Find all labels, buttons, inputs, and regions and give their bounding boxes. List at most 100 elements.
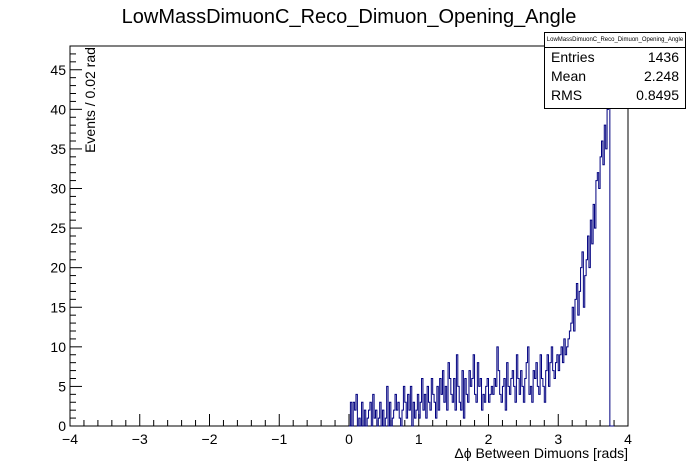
y-tick-label: 30 <box>50 181 66 197</box>
histogram-bin <box>590 220 591 426</box>
histogram-bin <box>583 307 584 426</box>
histogram-bin <box>480 379 481 427</box>
histogram-bin <box>433 394 434 426</box>
histogram-bin <box>519 394 520 426</box>
histogram-bin <box>588 236 589 426</box>
histogram-bin <box>429 402 430 426</box>
histogram-bin <box>554 379 555 427</box>
histogram-bin <box>561 347 562 426</box>
histogram-bin <box>477 363 478 426</box>
y-tick-label: 0 <box>58 418 66 434</box>
x-tick-label: 2 <box>485 431 493 447</box>
stats-row-mean: Mean 2.248 <box>545 67 685 86</box>
histogram-bin <box>380 402 381 426</box>
x-tick-label: 1 <box>415 431 423 447</box>
y-tick-label: 15 <box>50 299 66 315</box>
stats-value: 2.248 <box>643 68 679 84</box>
histogram-bin <box>576 284 577 427</box>
histogram-bin <box>586 260 587 426</box>
histogram-bin <box>539 394 540 426</box>
histogram-bin <box>497 347 498 426</box>
histogram-bin <box>350 402 351 426</box>
histogram-bin <box>578 315 579 426</box>
histogram-bin <box>557 355 558 426</box>
histogram-bin <box>420 402 421 426</box>
histogram-bin <box>572 307 573 426</box>
chart-title: LowMassDimuonC_Reco_Dimuon_Opening_Angle <box>121 6 577 28</box>
histogram-bin <box>569 331 570 426</box>
histogram-bin <box>452 402 453 426</box>
histogram-bin <box>571 323 572 426</box>
histogram-bin <box>548 386 549 426</box>
histogram-bin <box>455 410 456 426</box>
y-tick-label: 20 <box>50 260 66 276</box>
histogram-bin <box>553 371 554 426</box>
histogram-bin <box>544 402 545 426</box>
histogram-bin <box>589 268 590 426</box>
stats-label: Entries <box>551 49 595 65</box>
histogram-bin <box>509 394 510 426</box>
histogram-bin <box>536 363 537 426</box>
histogram-bin <box>596 181 597 426</box>
histogram-bin <box>565 355 566 426</box>
histogram-bin <box>574 331 575 426</box>
histogram-bin <box>424 394 425 426</box>
histogram-bin <box>394 410 395 426</box>
histogram-bin <box>416 410 417 426</box>
histogram-bin <box>515 402 516 426</box>
histogram-bin <box>430 410 431 426</box>
histogram-bin <box>495 386 496 426</box>
y-tick-label: 35 <box>50 141 66 157</box>
histogram-bin <box>444 402 445 426</box>
histogram-bin <box>382 410 383 426</box>
histogram-bin <box>364 410 365 426</box>
histogram-bin <box>395 394 396 426</box>
histogram-bin <box>374 418 375 426</box>
y-tick-label: 45 <box>50 62 66 78</box>
x-tick-label: 0 <box>345 431 353 447</box>
histogram-bin <box>419 418 420 426</box>
histogram-bin <box>582 252 583 426</box>
histogram-bin <box>435 418 436 426</box>
histogram-bin <box>470 386 471 426</box>
histogram-bin <box>376 410 377 426</box>
histogram-bin <box>512 371 513 426</box>
histogram-bin <box>592 244 593 426</box>
histogram-bin <box>465 379 466 427</box>
histogram-bin <box>593 204 594 426</box>
histogram-bin <box>532 402 533 426</box>
histogram-bin <box>405 402 406 426</box>
histogram-bin <box>468 402 469 426</box>
histogram-bin <box>547 355 548 426</box>
histogram-bin <box>409 410 410 426</box>
histogram-bin <box>406 418 407 426</box>
histogram-bin <box>502 386 503 426</box>
histogram-bin <box>373 394 374 426</box>
histogram-bin <box>398 402 399 426</box>
histogram-bin <box>581 268 582 426</box>
histogram-bin <box>567 347 568 426</box>
histogram-bin <box>599 189 600 427</box>
y-tick-label: 40 <box>50 101 66 117</box>
x-tick-label: 4 <box>624 431 632 447</box>
y-axis-label: Events / 0.02 rad <box>81 47 98 153</box>
histogram-bin <box>355 410 356 426</box>
histogram-bin <box>529 394 530 426</box>
histogram-bin <box>494 379 495 427</box>
histogram-bin <box>564 339 565 426</box>
stats-label: RMS <box>551 87 583 103</box>
histogram-bin <box>426 418 427 426</box>
histogram-bin <box>461 410 462 426</box>
histogram-bin <box>417 394 418 426</box>
y-tick-label: 25 <box>50 220 66 236</box>
histogram-bin <box>550 363 551 426</box>
histogram-bin <box>540 355 541 426</box>
histogram-bin <box>413 402 414 426</box>
histogram-bin <box>551 347 552 426</box>
histogram-bin <box>575 299 576 426</box>
histogram-bin <box>445 386 446 426</box>
histogram-bin <box>479 386 480 426</box>
stats-box-name: LowMassDimuonC_Reco_Dimuon_Opening_Angle <box>545 33 685 48</box>
histogram-bin <box>546 371 547 426</box>
histogram-bin <box>389 402 390 426</box>
